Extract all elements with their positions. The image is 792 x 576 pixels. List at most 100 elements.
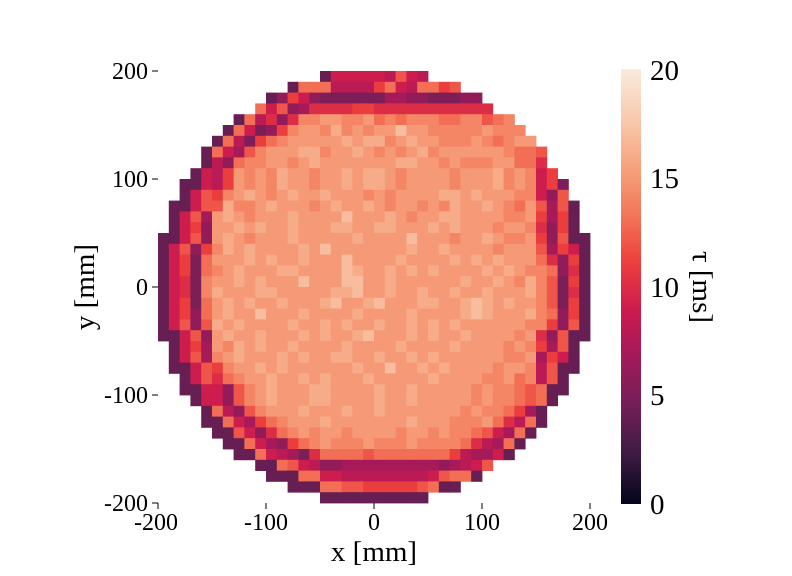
heatmap-cell: [438, 276, 450, 288]
heatmap-cell: [190, 384, 202, 396]
heatmap-cell: [276, 189, 288, 201]
heatmap-cell: [330, 81, 342, 93]
heatmap-cell: [298, 341, 310, 353]
heatmap-cell: [482, 395, 494, 407]
heatmap-cell: [536, 211, 548, 223]
heatmap-cell: [309, 459, 321, 471]
heatmap-cell: [417, 449, 429, 461]
heatmap-cell: [395, 416, 407, 428]
heatmap-cell: [449, 297, 461, 309]
heatmap-cell: [471, 276, 483, 288]
heatmap-cell: [374, 71, 386, 83]
heatmap-cell: [384, 459, 396, 471]
heatmap-cell: [460, 384, 472, 396]
heatmap-cell: [190, 168, 202, 180]
heatmap-cell: [536, 233, 548, 245]
heatmap-cell: [287, 254, 299, 266]
heatmap-cell: [266, 200, 278, 212]
heatmap-cell: [287, 189, 299, 201]
heatmap-cell: [460, 125, 472, 137]
heatmap-cell: [503, 427, 515, 439]
heatmap-cell: [406, 81, 418, 93]
heatmap-cell: [255, 114, 267, 126]
heatmap-cell: [233, 362, 245, 374]
heatmap-cell: [363, 168, 375, 180]
heatmap-cell: [320, 459, 332, 471]
heatmap-cell: [298, 297, 310, 309]
heatmap-cell: [222, 405, 234, 417]
heatmap-cell: [492, 384, 504, 396]
heatmap-cell: [492, 427, 504, 439]
heatmap-cell: [384, 427, 396, 439]
heatmap-cell: [536, 157, 548, 169]
heatmap-cell: [212, 287, 224, 299]
y-tick-label: -200: [104, 491, 148, 517]
heatmap-cell: [341, 222, 353, 234]
heatmap-cell: [298, 459, 310, 471]
heatmap-cell: [341, 189, 353, 201]
heatmap-cell: [438, 362, 450, 374]
heatmap-cell: [276, 395, 288, 407]
heatmap-cell: [287, 308, 299, 320]
heatmap-cell: [428, 373, 440, 385]
heatmap-cell: [492, 135, 504, 147]
heatmap-cell: [417, 211, 429, 223]
heatmap-cell: [330, 341, 342, 353]
heatmap-cell: [546, 168, 558, 180]
heatmap-cell: [330, 373, 342, 385]
heatmap-cell: [536, 276, 548, 288]
heatmap-cell: [471, 427, 483, 439]
heatmap-cell: [341, 373, 353, 385]
heatmap-cell: [568, 254, 580, 266]
heatmap-cell: [363, 135, 375, 147]
heatmap-cell: [352, 297, 364, 309]
heatmap-cell: [352, 459, 364, 471]
heatmap-cell: [276, 330, 288, 342]
heatmap-cell: [276, 362, 288, 374]
heatmap-cell: [255, 243, 267, 255]
heatmap-cell: [514, 276, 526, 288]
heatmap-cell: [352, 438, 364, 450]
heatmap-cell: [363, 308, 375, 320]
heatmap-cell: [341, 157, 353, 169]
heatmap-cell: [525, 265, 537, 277]
heatmap-cell: [492, 308, 504, 320]
heatmap-cell: [395, 351, 407, 363]
heatmap-cell: [525, 135, 537, 147]
colorbar-gradient: [621, 69, 641, 504]
heatmap-cell: [557, 297, 569, 309]
heatmap-cell: [244, 287, 256, 299]
heatmap-cell: [212, 222, 224, 234]
heatmap-cell: [244, 200, 256, 212]
heatmap-cell: [255, 373, 267, 385]
heatmap-cell: [212, 200, 224, 212]
heatmap-cell: [406, 470, 418, 482]
heatmap-cell: [449, 330, 461, 342]
heatmap-cell: [374, 222, 386, 234]
heatmap-cell: [222, 427, 234, 439]
heatmap-cell: [212, 135, 224, 147]
heatmap-cell: [298, 222, 310, 234]
heatmap-cell: [352, 81, 364, 93]
heatmap-cell: [568, 308, 580, 320]
heatmap-cell: [158, 233, 170, 245]
heatmap-cell: [384, 319, 396, 331]
heatmap-cell: [406, 287, 418, 299]
heatmap-cell: [266, 438, 278, 450]
heatmap-cell: [266, 459, 278, 471]
heatmap-cell: [363, 103, 375, 115]
heatmap-cell: [482, 341, 494, 353]
heatmap-cell: [579, 308, 591, 320]
heatmap-cell: [320, 427, 332, 439]
heatmap-cell: [471, 200, 483, 212]
heatmap-cell: [525, 427, 537, 439]
heatmap-cell: [352, 92, 364, 104]
colorbar-tick-label: 15: [650, 163, 679, 195]
heatmap-cell: [384, 438, 396, 450]
heatmap-cell: [222, 211, 234, 223]
heatmap-cell: [482, 373, 494, 385]
heatmap-cell: [298, 114, 310, 126]
heatmap-cell: [417, 308, 429, 320]
heatmap-cell: [233, 168, 245, 180]
heatmap-cell: [255, 308, 267, 320]
